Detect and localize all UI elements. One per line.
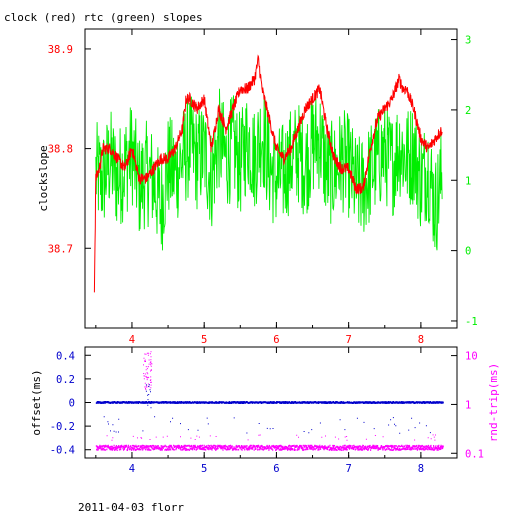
y-left-tick-label: 38.9 <box>48 44 73 56</box>
top-panel: 4 5 6 7 8 38.7 38.8 38.9 -1 0 1 2 3 clockslope <box>37 28 478 346</box>
y-right-tick-label: 0 <box>465 246 471 258</box>
y-right-tick-label: -1 <box>465 316 478 328</box>
y-right-tick-label: 2 <box>465 105 471 117</box>
y-right-tick-label: 0.1 <box>465 448 484 460</box>
x-tick-label: 7 <box>345 463 351 475</box>
x-tick-label: 8 <box>418 463 424 475</box>
footer-label: 2011-04-03 florr <box>78 501 184 512</box>
y-left-tick-label: -0.2 <box>50 421 75 433</box>
offset-points <box>95 401 444 404</box>
x-tick-label: 6 <box>273 334 279 346</box>
rnd-trip-points <box>95 444 444 451</box>
rnd-trip-outliers <box>106 351 436 441</box>
y-right-tick-label: 3 <box>465 35 471 47</box>
x-tick-label: 4 <box>129 334 135 346</box>
x-tick-label: 7 <box>345 334 351 346</box>
y-right-tick-label: 1 <box>465 399 471 411</box>
bottom-panel: 4 5 6 7 8 0.4 0.2 0 -0.2 -0.4 10 1 0.1 offset(ms) rnd-… <box>30 346 500 475</box>
y-left-tick-label: 0 <box>69 398 75 410</box>
x-tick-label: 8 <box>418 334 424 346</box>
y-left-tick-label: 38.8 <box>48 144 73 156</box>
y-left-tick-label: 38.7 <box>48 243 73 255</box>
x-tick-label: 4 <box>129 463 135 475</box>
chart-title: clock (red) rtc (green) slopes <box>4 11 203 24</box>
y-left-tick-label: 0.4 <box>56 350 75 362</box>
y-right-tick-label: 1 <box>465 175 471 187</box>
top-plot-frame <box>84 28 458 329</box>
offset-outliers <box>103 384 431 434</box>
offset-axis-label: offset(ms) <box>30 369 43 435</box>
clock-slope-line <box>93 54 443 293</box>
x-tick-label: 5 <box>201 334 207 346</box>
y-axis-label: clockslope <box>37 145 50 211</box>
y-right-tick-label: 10 <box>465 351 478 363</box>
x-tick-label: 6 <box>273 463 279 475</box>
rnd-trip-axis-label: rnd-trip(ms) <box>487 363 500 442</box>
y-left-tick-label: -0.4 <box>50 445 75 457</box>
x-tick-label: 5 <box>201 463 207 475</box>
y-left-tick-label: 0.2 <box>56 374 75 386</box>
